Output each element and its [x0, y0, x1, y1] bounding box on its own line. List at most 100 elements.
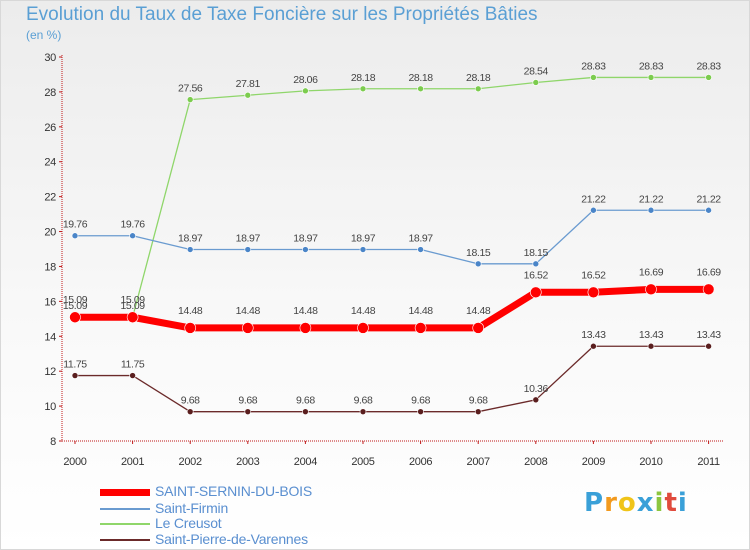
data-point — [357, 322, 369, 334]
logo-letter: x — [636, 488, 655, 518]
data-label: 14.48 — [293, 305, 318, 317]
x-tick-label: 2000 — [63, 456, 86, 468]
data-label: 9.68 — [296, 395, 315, 407]
data-point — [647, 74, 655, 81]
data-label: 19.76 — [120, 219, 145, 231]
data-point — [302, 408, 309, 415]
data-label: 15.09 — [120, 294, 145, 306]
data-label: 21.22 — [581, 193, 606, 205]
data-label: 18.97 — [351, 233, 376, 245]
x-tick-label: 2005 — [351, 456, 374, 468]
data-label: 9.68 — [238, 395, 257, 407]
series-line-3 — [75, 345, 709, 413]
legend-label: Saint-Firmin — [155, 500, 229, 516]
data-label: 9.68 — [181, 395, 200, 407]
data-point — [590, 342, 597, 350]
data-label: 28.06 — [293, 74, 318, 86]
data-point — [242, 322, 254, 334]
data-label: 28.83 — [581, 60, 606, 72]
data-point — [184, 322, 196, 334]
y-tick-label: 26 — [44, 122, 56, 134]
data-point — [299, 322, 312, 334]
data-label: 28.54 — [524, 65, 549, 77]
data-label: 13.43 — [581, 329, 606, 341]
logo-letter: o — [617, 488, 637, 518]
data-point — [69, 311, 81, 324]
data-point — [359, 408, 367, 415]
data-label: 11.75 — [121, 359, 145, 371]
data-label: 21.22 — [696, 193, 721, 205]
y-tick-label: 14 — [44, 331, 56, 343]
data-label: 14.48 — [236, 305, 261, 317]
data-point — [244, 408, 252, 415]
data-point — [417, 246, 424, 253]
y-tick-label: 18 — [44, 261, 56, 273]
series-line-0 — [75, 285, 709, 332]
x-tick-label: 2008 — [524, 456, 547, 468]
y-tick-label: 30 — [44, 52, 56, 64]
data-point — [529, 286, 542, 299]
data-label: 15.09 — [63, 300, 88, 312]
x-tick-label: 2002 — [179, 456, 202, 468]
data-label: 11.75 — [63, 359, 87, 371]
logo-letter: i — [677, 488, 688, 518]
y-tick-label: 20 — [44, 227, 56, 239]
x-tick-label: 2009 — [582, 456, 605, 468]
x-tick-label: 2001 — [121, 456, 144, 468]
x-tick-label: 2004 — [294, 456, 317, 468]
data-point — [590, 74, 597, 81]
data-point — [417, 85, 424, 93]
data-point — [705, 206, 712, 214]
data-point — [417, 408, 424, 415]
data-label: 14.48 — [351, 305, 376, 317]
y-tick-label: 24 — [44, 157, 56, 169]
data-point — [647, 342, 655, 350]
data-point — [302, 87, 309, 95]
data-label: 15.09 — [63, 294, 88, 306]
logo-letter: r — [604, 488, 618, 518]
data-point — [302, 246, 309, 253]
data-point — [129, 372, 136, 379]
chart-title: Evolution du Taux de Taxe Foncière sur l… — [26, 4, 538, 25]
data-point — [647, 206, 655, 214]
data-label: 9.68 — [354, 395, 373, 407]
legend-label: SAINT-SERNIN-DU-BOIS — [155, 483, 313, 499]
legend-swatch-le-creusot — [100, 523, 150, 525]
data-label: 16.69 — [696, 266, 721, 278]
data-point — [705, 74, 712, 81]
series-line-1 — [75, 209, 709, 265]
x-tick-label: 2006 — [409, 456, 432, 468]
y-tick-label: 10 — [44, 401, 56, 413]
data-label: 28.18 — [351, 72, 376, 84]
data-label: 19.76 — [63, 219, 88, 231]
data-point — [472, 322, 485, 334]
data-label: 18.97 — [408, 233, 433, 245]
series-line-2 — [75, 76, 709, 318]
data-label: 9.68 — [469, 395, 488, 407]
data-label: 27.81 — [236, 78, 261, 90]
data-point — [474, 260, 482, 268]
data-label: 10.36 — [524, 383, 549, 395]
x-tick-label: 2010 — [639, 456, 662, 468]
data-point — [186, 246, 194, 253]
data-label: 21.22 — [639, 193, 664, 205]
data-label: 13.43 — [639, 329, 664, 341]
data-point — [129, 232, 136, 240]
y-tick-label: 28 — [44, 87, 56, 99]
x-tick-label: 2011 — [697, 456, 720, 468]
data-point — [532, 79, 540, 86]
data-label: 18.15 — [524, 247, 549, 259]
data-point — [590, 206, 597, 214]
data-point — [359, 85, 367, 93]
data-point — [532, 260, 540, 268]
x-tick-label: 2007 — [467, 456, 490, 468]
data-label: 15.09 — [120, 300, 145, 312]
legend-swatch-saint-pierre — [100, 539, 150, 541]
data-point — [186, 408, 194, 415]
proxiti-logo: Proxiti — [584, 488, 688, 518]
data-label: 18.97 — [236, 233, 261, 245]
legend-label: Saint-Pierre-de-Varennes — [155, 531, 308, 547]
data-label: 18.15 — [466, 247, 491, 259]
